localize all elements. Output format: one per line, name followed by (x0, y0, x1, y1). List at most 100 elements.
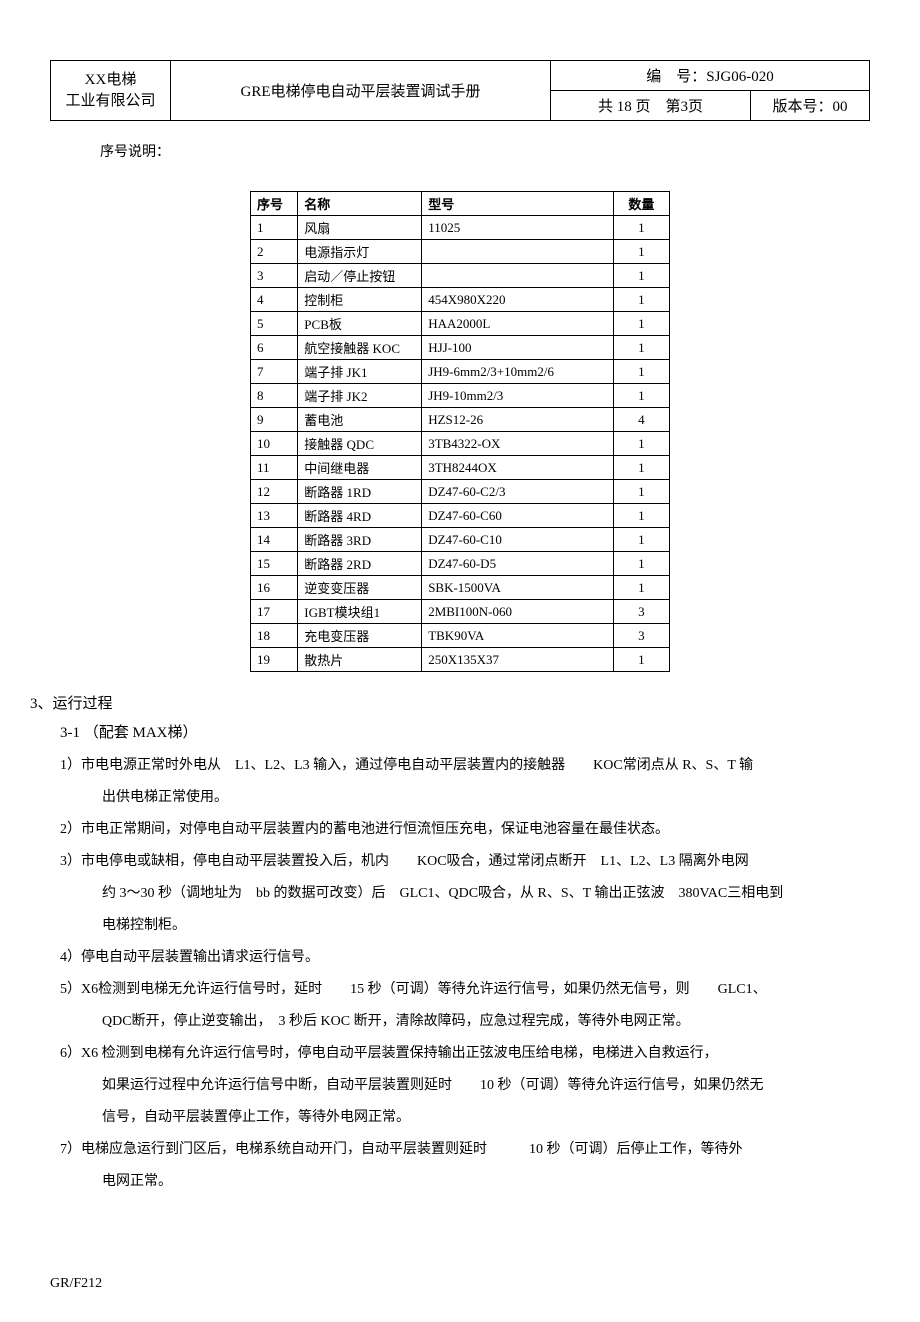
company-line2: 工业有限公司 (59, 91, 162, 112)
table-row: 14断路器 3RDDZ47-60-C101 (251, 528, 670, 552)
table-cell: 1 (613, 648, 669, 672)
table-row: 16逆变变压器SBK-1500VA1 (251, 576, 670, 600)
table-cell: 电源指示灯 (298, 240, 422, 264)
table-cell: 3TH8244OX (422, 456, 613, 480)
table-cell: HJJ-100 (422, 336, 613, 360)
table-row: 7端子排 JK1JH9-6mm2/3+10mm2/61 (251, 360, 670, 384)
table-cell: 4 (251, 288, 298, 312)
table-row: 13断路器 4RDDZ47-60-C601 (251, 504, 670, 528)
table-cell: 454X980X220 (422, 288, 613, 312)
table-cell: 16 (251, 576, 298, 600)
section3-subheading: 3-1 （配套 MAX梯） (60, 721, 870, 742)
version-value: 00 (833, 99, 848, 115)
table-cell: 9 (251, 408, 298, 432)
table-cell: 11 (251, 456, 298, 480)
table-cell: 蓄电池 (298, 408, 422, 432)
table-cell: SBK-1500VA (422, 576, 613, 600)
page-info: 共 18 页 第3页 (551, 91, 751, 121)
table-cell: 断路器 3RD (298, 528, 422, 552)
table-cell: 15 (251, 552, 298, 576)
table-row: 17IGBT模块组12MBI100N-0603 (251, 600, 670, 624)
table-cell: 1 (251, 216, 298, 240)
table-cell: 2 (251, 240, 298, 264)
p1: 1）市电电源正常时外电从 L1、L2、L3 输入，通过停电自动平层装置内的接触器… (60, 752, 870, 780)
col-name-header: 名称 (298, 192, 422, 216)
table-cell: 断路器 1RD (298, 480, 422, 504)
table-cell: 充电变压器 (298, 624, 422, 648)
parts-table-wrap: 序号 名称 型号 数量 1风扇1102512电源指示灯13启动／停止按钮14控制… (50, 191, 870, 672)
table-cell: 1 (613, 504, 669, 528)
table-row: 1风扇110251 (251, 216, 670, 240)
p7b: 电网正常。 (60, 1168, 870, 1196)
table-cell: 风扇 (298, 216, 422, 240)
table-cell: HZS12-26 (422, 408, 613, 432)
table-cell: DZ47-60-D5 (422, 552, 613, 576)
table-cell: 2MBI100N-060 (422, 600, 613, 624)
table-cell: DZ47-60-C10 (422, 528, 613, 552)
col-model-header: 型号 (422, 192, 613, 216)
table-cell: 3TB4322-OX (422, 432, 613, 456)
table-row: 11中间继电器3TH8244OX1 (251, 456, 670, 480)
table-cell: 1 (613, 384, 669, 408)
parts-header-row: 序号 名称 型号 数量 (251, 192, 670, 216)
table-cell: 1 (613, 360, 669, 384)
footer-code: GR/F212 (50, 1276, 870, 1292)
serial-description-label: 序号说明： (100, 141, 870, 161)
table-row: 10接触器 QDC3TB4322-OX1 (251, 432, 670, 456)
table-cell: 5 (251, 312, 298, 336)
table-cell: 1 (613, 528, 669, 552)
version-cell: 版本号：00 (751, 91, 870, 121)
table-cell: 航空接触器 KOC (298, 336, 422, 360)
table-row: 3启动／停止按钮1 (251, 264, 670, 288)
table-cell: 1 (613, 312, 669, 336)
table-cell: 1 (613, 552, 669, 576)
table-cell: DZ47-60-C60 (422, 504, 613, 528)
table-cell: 散热片 (298, 648, 422, 672)
table-cell: 17 (251, 600, 298, 624)
table-cell: TBK90VA (422, 624, 613, 648)
body-text: 1）市电电源正常时外电从 L1、L2、L3 输入，通过停电自动平层装置内的接触器… (60, 752, 870, 1196)
table-cell: 1 (613, 336, 669, 360)
table-row: 8端子排 JK2JH9-10mm2/31 (251, 384, 670, 408)
table-cell: 3 (251, 264, 298, 288)
table-cell: DZ47-60-C2/3 (422, 480, 613, 504)
table-cell: 1 (613, 480, 669, 504)
table-cell: 接触器 QDC (298, 432, 422, 456)
company-cell: XX电梯 工业有限公司 (51, 61, 171, 121)
table-cell (422, 264, 613, 288)
table-cell: 1 (613, 264, 669, 288)
table-cell: 1 (613, 576, 669, 600)
table-cell: 3 (613, 600, 669, 624)
table-cell: IGBT模块组1 (298, 600, 422, 624)
parts-table: 序号 名称 型号 数量 1风扇1102512电源指示灯13启动／停止按钮14控制… (250, 191, 670, 672)
table-cell: 11025 (422, 216, 613, 240)
p2: 2）市电正常期间，对停电自动平层装置内的蓄电池进行恒流恒压充电，保证电池容量在最… (60, 816, 870, 844)
table-cell: 7 (251, 360, 298, 384)
table-cell: 8 (251, 384, 298, 408)
table-cell: 1 (613, 216, 669, 240)
doc-title: GRE电梯停电自动平层装置调试手册 (171, 61, 551, 121)
table-row: 12断路器 1RDDZ47-60-C2/31 (251, 480, 670, 504)
table-cell: HAA2000L (422, 312, 613, 336)
p6c: 信号，自动平层装置停止工作，等待外电网正常。 (60, 1104, 870, 1132)
document-header-table: XX电梯 工业有限公司 GRE电梯停电自动平层装置调试手册 编 号：SJG06-… (50, 60, 870, 121)
table-cell: 6 (251, 336, 298, 360)
p3b: 约 3～30 秒（调地址为 bb 的数据可改变）后 GLC1、QDC吸合，从 R… (60, 880, 870, 908)
table-cell: 断路器 2RD (298, 552, 422, 576)
doc-no: 编 号：SJG06-020 (551, 61, 870, 91)
table-cell: 12 (251, 480, 298, 504)
table-row: 18充电变压器TBK90VA3 (251, 624, 670, 648)
company-line1: XX电梯 (59, 70, 162, 91)
table-row: 9蓄电池HZS12-264 (251, 408, 670, 432)
table-row: 15断路器 2RDDZ47-60-D51 (251, 552, 670, 576)
table-cell: 4 (613, 408, 669, 432)
table-cell: 端子排 JK2 (298, 384, 422, 408)
table-cell: 逆变变压器 (298, 576, 422, 600)
version-label: 版本号： (772, 99, 832, 115)
p5: 5）X6检测到电梯无允许运行信号时，延时 15 秒（可调）等待允许运行信号，如果… (60, 976, 870, 1004)
table-row: 2电源指示灯1 (251, 240, 670, 264)
p3: 3）市电停电或缺相，停电自动平层装置投入后，机内 KOC吸合，通过常闭点断开 L… (60, 848, 870, 876)
p7: 7）电梯应急运行到门区后，电梯系统自动开门，自动平层装置则延时 10 秒（可调）… (60, 1136, 870, 1164)
table-row: 4控制柜454X980X2201 (251, 288, 670, 312)
table-cell: 13 (251, 504, 298, 528)
